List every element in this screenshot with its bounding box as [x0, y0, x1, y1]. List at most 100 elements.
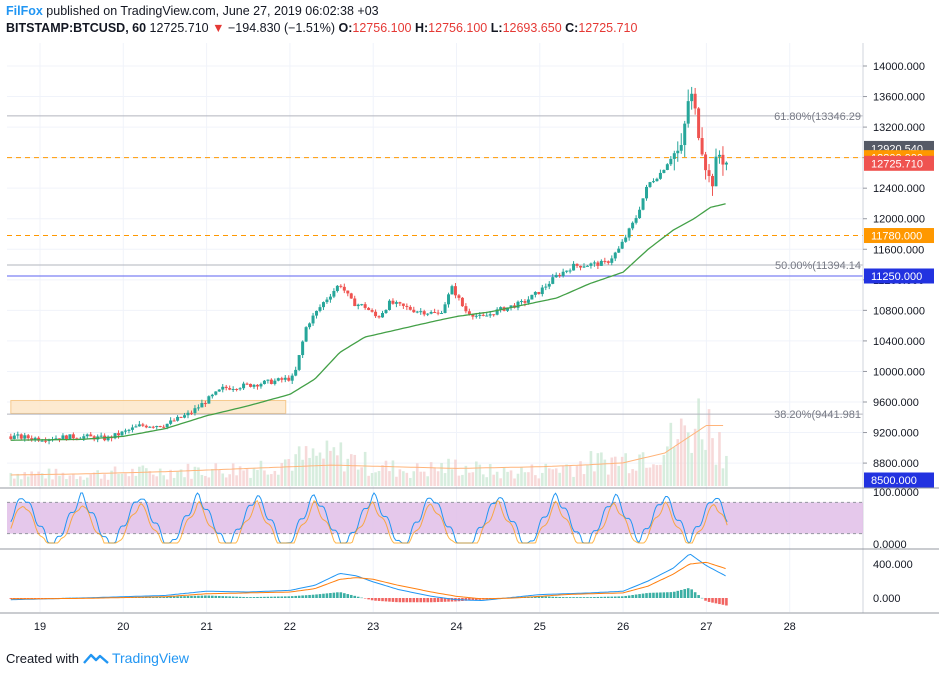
change-arrow-icon: ▼ [212, 21, 225, 35]
volume-bar [165, 479, 169, 486]
candle [481, 314, 485, 316]
candle [606, 261, 610, 263]
macd-histogram-bar [648, 592, 652, 598]
macd-histogram-bar [266, 596, 270, 598]
macd-histogram-bar [304, 595, 308, 598]
volume-bar [92, 472, 96, 486]
stoch-band [7, 502, 863, 534]
candle [301, 341, 305, 356]
candle [492, 314, 496, 316]
macd-histogram-bar [607, 596, 610, 598]
volume-bar [179, 469, 183, 486]
candle [217, 389, 221, 392]
macd-histogram-bar [363, 598, 367, 599]
candle [627, 228, 631, 238]
chart-canvas[interactable]: 61.80%(13346.29 50.00%(11394.14 38.20%(944… [0, 0, 939, 640]
candle [370, 310, 374, 312]
candle [23, 435, 27, 439]
candle [620, 241, 624, 249]
candle [134, 426, 138, 428]
volume-bar [471, 472, 475, 486]
author-name[interactable]: FilFox [6, 4, 43, 18]
candle [603, 260, 607, 262]
candle [176, 416, 180, 421]
volume-bar [492, 474, 495, 486]
candle [724, 162, 728, 165]
volume-bar [200, 474, 204, 486]
candle [64, 435, 68, 440]
candle [12, 435, 16, 439]
stoch-tick-label: 0.0000 [873, 539, 907, 551]
candle [335, 285, 339, 292]
candle [130, 427, 134, 430]
candle [328, 296, 332, 300]
candle [200, 403, 204, 408]
volume-bar [711, 438, 714, 486]
macd-tick-label: 400.000 [873, 559, 913, 571]
volume-bar [82, 479, 86, 486]
candle [415, 311, 419, 313]
volume-bar [412, 471, 416, 486]
volume-bar [513, 478, 516, 486]
candle [648, 182, 652, 187]
candle [356, 304, 360, 307]
candle [318, 307, 322, 311]
volume-bar [13, 478, 16, 486]
volume-bar [541, 472, 544, 486]
volume-bar [520, 467, 523, 486]
candle [467, 311, 471, 315]
candle [422, 311, 426, 315]
macd-histogram-bar [565, 597, 568, 598]
candle [290, 375, 294, 381]
candle [575, 263, 579, 266]
candle [287, 377, 291, 381]
candle [374, 311, 378, 317]
macd-histogram-bar [561, 597, 565, 598]
macd-histogram-bar [238, 596, 242, 598]
macd-histogram-bar [329, 593, 332, 598]
volume-bar [113, 466, 117, 486]
macd-histogram-bar [23, 598, 27, 599]
volume-bar [610, 457, 614, 486]
candle [262, 380, 266, 385]
volume-bar [231, 463, 235, 486]
candle [315, 310, 319, 316]
candle [519, 301, 523, 303]
macd-histogram-bar [547, 596, 551, 598]
candle [447, 294, 451, 305]
macd-histogram-bar [676, 590, 680, 598]
candle [196, 407, 200, 409]
volume-bar [124, 473, 127, 486]
volume-bar [9, 472, 13, 486]
volume-bar [679, 418, 683, 486]
volume-bar [499, 478, 502, 486]
candle [592, 262, 596, 264]
macd-histogram-bar [638, 594, 641, 598]
macd-histogram-bar [579, 597, 582, 598]
demand-zone [10, 399, 287, 414]
volume-bar [617, 465, 621, 486]
candle [499, 307, 503, 310]
macd-histogram-bar [245, 597, 249, 598]
volume-bar [579, 461, 582, 486]
volume-bar [172, 477, 176, 486]
macd-histogram-bar [603, 596, 607, 598]
volume-bar [475, 461, 478, 486]
candle [106, 436, 110, 441]
candle [506, 307, 510, 311]
macd-histogram-bar [277, 596, 280, 598]
price-tick-label: 10800.000 [873, 305, 925, 317]
candle [662, 169, 666, 173]
candle [429, 312, 433, 314]
tradingview-brand[interactable]: TradingView [111, 650, 190, 666]
price-tick-label: 11600.000 [873, 244, 924, 256]
macd-histogram-bar [610, 596, 614, 598]
candle [697, 108, 701, 139]
macd-histogram-bar [440, 598, 443, 602]
macd-histogram-bar [464, 598, 468, 601]
candle [485, 315, 489, 317]
candle [443, 304, 447, 313]
macd-histogram-bar [398, 598, 402, 603]
volume-bar [593, 471, 596, 486]
candle [363, 304, 367, 308]
